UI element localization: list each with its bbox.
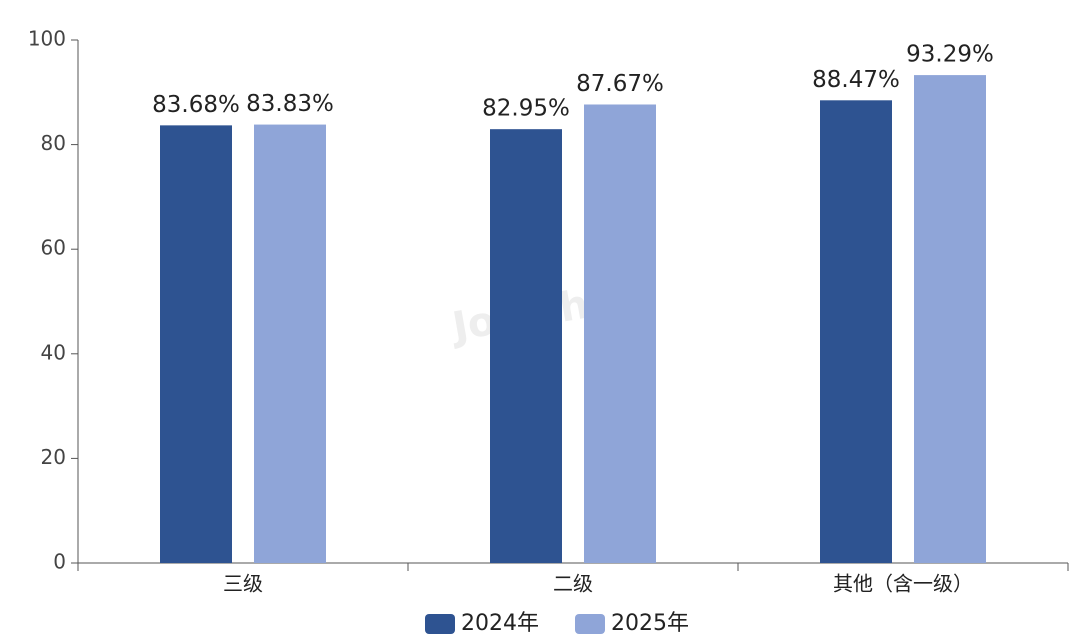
value-label: 83.83%	[246, 91, 334, 117]
legend-label: 2025年	[611, 611, 689, 636]
y-tick-label: 100	[28, 27, 66, 51]
legend-swatch	[425, 614, 455, 634]
bar	[914, 75, 986, 564]
bar	[584, 104, 656, 563]
value-label: 83.68%	[152, 92, 240, 118]
x-tick-label: 其他（含一级）	[833, 572, 973, 596]
legend-label: 2024年	[461, 611, 539, 636]
bar	[160, 125, 232, 563]
y-tick-label: 40	[41, 340, 66, 364]
x-tick-label: 二级	[553, 572, 593, 596]
value-label: 87.67%	[576, 71, 664, 97]
value-label: 82.95%	[482, 96, 570, 122]
y-tick-label: 80	[41, 131, 66, 155]
y-tick-label: 0	[53, 550, 66, 574]
bar	[254, 124, 326, 564]
value-label: 93.29%	[906, 42, 994, 68]
y-tick-label: 60	[41, 236, 66, 260]
y-tick-label: 20	[41, 445, 66, 469]
x-tick-label: 三级	[223, 572, 263, 596]
legend-swatch	[575, 614, 605, 634]
bar	[490, 129, 562, 563]
bar	[820, 100, 892, 563]
value-label: 88.47%	[812, 67, 900, 93]
